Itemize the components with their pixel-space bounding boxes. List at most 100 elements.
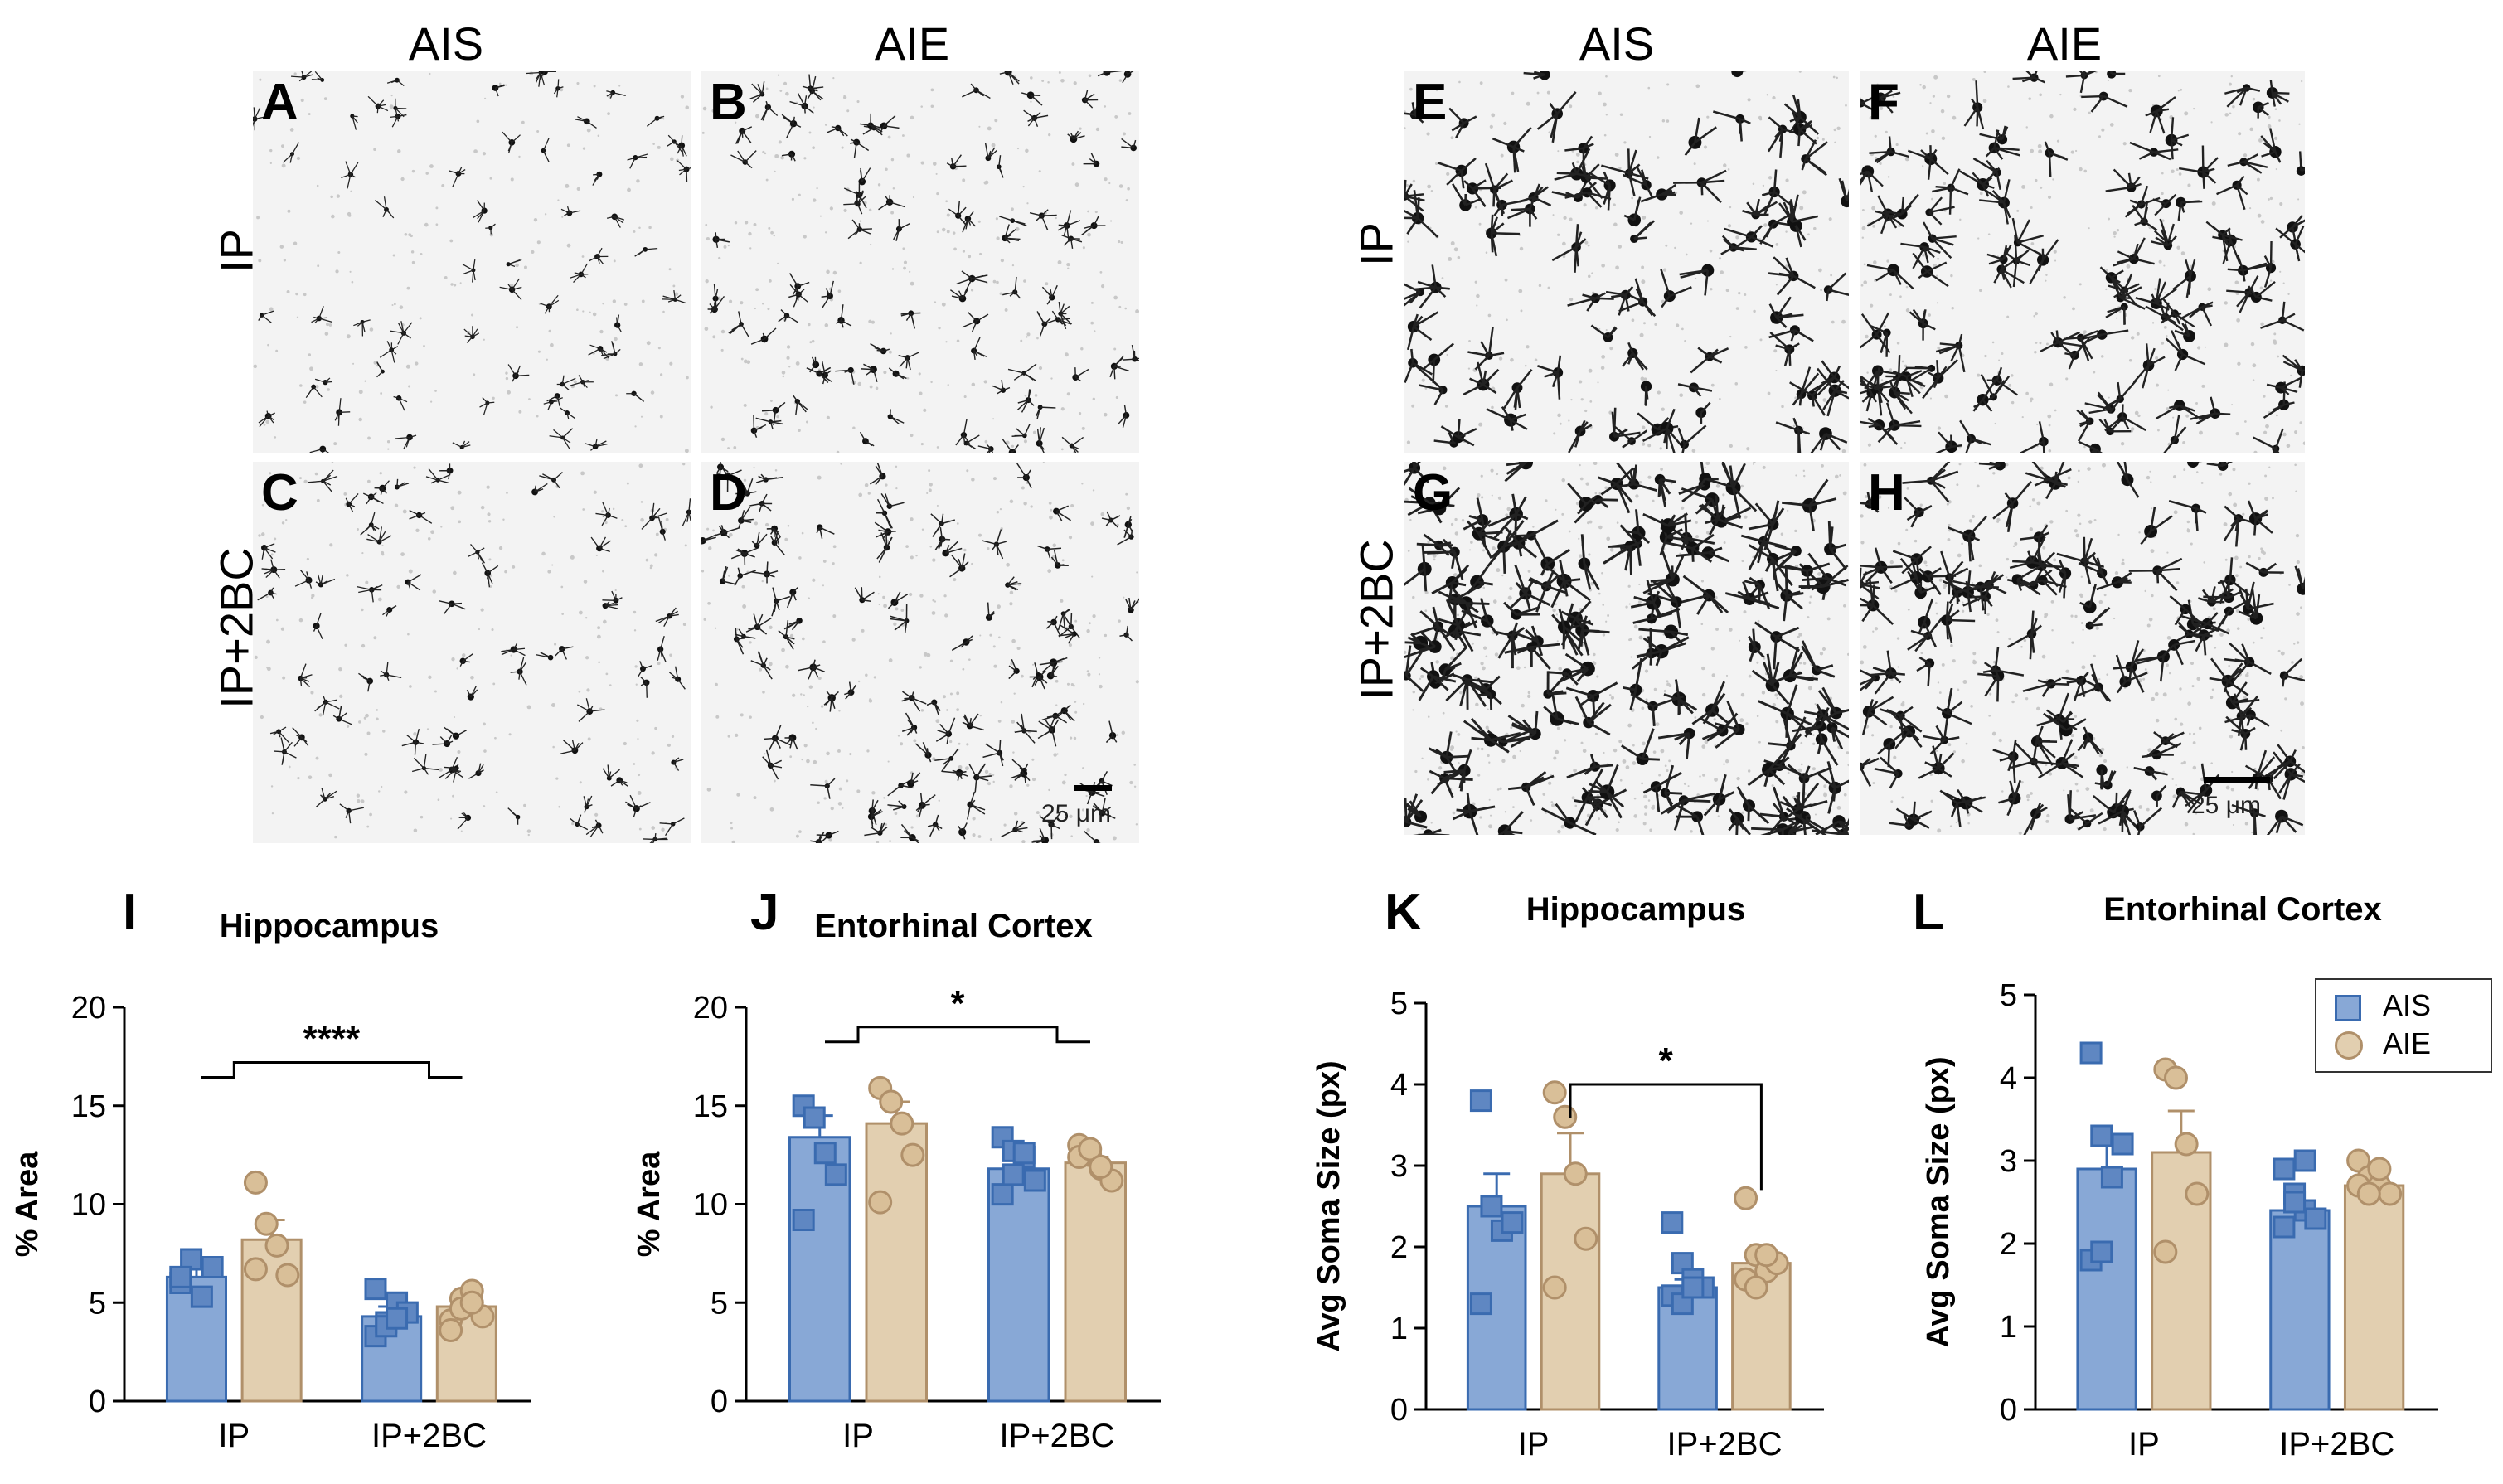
cell-process xyxy=(571,740,576,751)
cell-process xyxy=(962,288,969,299)
background-speckle xyxy=(910,517,914,521)
background-speckle xyxy=(720,329,725,334)
cell-process xyxy=(1860,170,1869,176)
cell-process xyxy=(1701,179,1725,184)
background-speckle xyxy=(2161,172,2164,175)
background-speckle xyxy=(1113,295,1118,300)
cell-process xyxy=(762,756,772,766)
cell-process xyxy=(2149,110,2158,133)
background-speckle xyxy=(2161,219,2165,222)
background-speckle xyxy=(1458,80,1461,84)
background-speckle xyxy=(736,793,740,797)
background-speckle xyxy=(547,570,551,574)
cell-mark xyxy=(668,666,686,690)
cell-process xyxy=(264,547,274,560)
cell-process xyxy=(585,698,590,712)
cell-process xyxy=(1826,390,1836,417)
background-speckle xyxy=(971,478,975,482)
cell-process xyxy=(2155,278,2161,304)
cell-process xyxy=(1778,129,1784,143)
cell-process xyxy=(2120,286,2142,299)
cell-process xyxy=(744,546,759,555)
background-speckle xyxy=(761,580,764,583)
cell-process xyxy=(910,772,914,784)
cell-mark xyxy=(2029,239,2059,284)
cell-mark xyxy=(386,77,405,87)
background-speckle xyxy=(2297,198,2300,201)
background-speckle xyxy=(281,521,285,525)
cell-mark xyxy=(887,591,909,609)
cell-mark xyxy=(1590,324,1618,342)
background-speckle xyxy=(546,358,548,361)
background-speckle xyxy=(2193,108,2195,110)
cell-process xyxy=(314,71,323,80)
cell-process xyxy=(1492,138,1515,148)
cell-process xyxy=(2150,240,2169,247)
cell-process xyxy=(764,737,775,740)
cell-process xyxy=(2160,313,2176,324)
background-speckle xyxy=(2136,332,2140,336)
cell-process xyxy=(1130,529,1133,537)
background-speckle xyxy=(743,359,748,364)
cell-process xyxy=(745,161,753,169)
background-speckle xyxy=(777,262,779,264)
cell-mark xyxy=(2165,330,2206,371)
cell-mark xyxy=(1875,90,1901,114)
cell-process xyxy=(921,794,936,806)
cell-mark xyxy=(1660,269,1692,308)
cell-process xyxy=(395,436,410,439)
cell-process xyxy=(1465,197,1482,206)
cell-process xyxy=(376,371,383,378)
background-speckle xyxy=(1767,391,1771,395)
cell-process xyxy=(428,468,439,481)
background-speckle xyxy=(868,319,872,323)
cell-mark xyxy=(1001,820,1028,837)
cell-mark xyxy=(468,763,484,779)
background-speckle xyxy=(623,741,627,746)
cell-mark xyxy=(971,337,987,361)
cell-process xyxy=(2156,108,2170,113)
background-speckle xyxy=(889,840,891,843)
cell-process xyxy=(1768,329,1796,339)
cell-process xyxy=(270,592,277,595)
cell-process xyxy=(1551,371,1560,388)
cell-process xyxy=(926,748,929,755)
background-speckle xyxy=(429,72,431,75)
background-speckle xyxy=(1424,387,1428,390)
background-speckle xyxy=(478,628,481,631)
background-speckle xyxy=(1455,730,1458,733)
cell-process xyxy=(1992,380,2006,398)
background-speckle xyxy=(2273,341,2277,345)
cell-mark xyxy=(1537,355,1564,400)
cell-process xyxy=(264,547,276,553)
cell-process xyxy=(1574,224,1579,248)
background-speckle xyxy=(2070,150,2074,154)
cell-process xyxy=(608,514,618,519)
cell-mark xyxy=(1404,179,1425,212)
cell-process xyxy=(674,666,679,680)
cell-process xyxy=(2156,96,2176,112)
cell-process xyxy=(735,638,745,655)
cell-process xyxy=(1594,292,1606,299)
cell-mark xyxy=(835,304,852,328)
background-speckle xyxy=(552,745,555,749)
cell-mark xyxy=(492,84,505,97)
background-speckle xyxy=(1446,353,1448,356)
cell-mark xyxy=(1912,252,1949,288)
background-speckle xyxy=(1026,783,1030,787)
cell-mark xyxy=(1486,214,1520,257)
cell-process xyxy=(1907,149,1932,160)
cell-process xyxy=(769,738,776,751)
cell-process xyxy=(1090,153,1098,164)
background-speckle xyxy=(866,749,870,753)
cell-process xyxy=(1057,613,1065,631)
cell-process xyxy=(958,772,968,777)
cell-mark xyxy=(1618,278,1657,318)
cell-mark xyxy=(394,478,410,490)
cell-process xyxy=(1123,529,1132,538)
background-speckle xyxy=(609,684,612,686)
cell-process xyxy=(1051,310,1059,320)
cell-process xyxy=(1885,424,1895,432)
cell-process xyxy=(2113,258,2135,267)
cell-process xyxy=(756,531,760,546)
